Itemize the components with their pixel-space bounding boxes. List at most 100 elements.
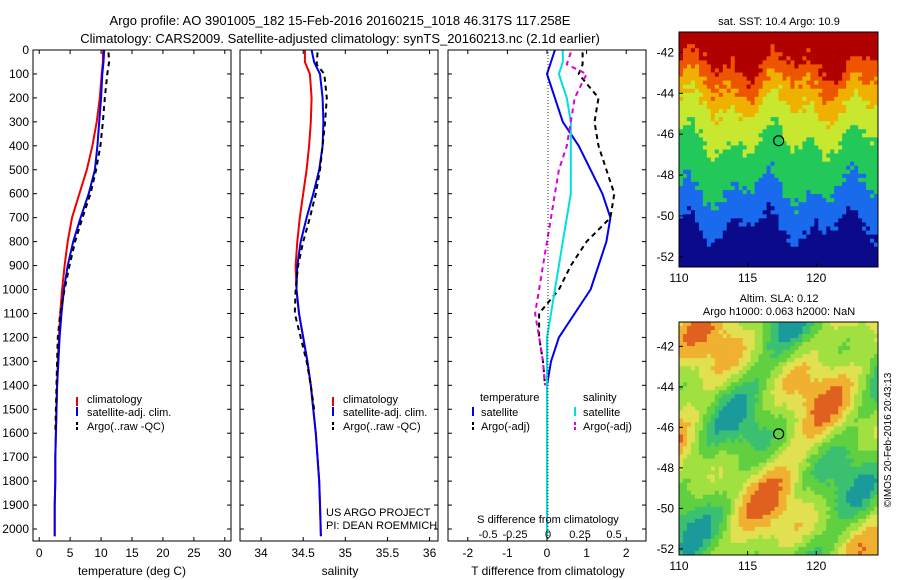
heatmap-cell [686,342,692,347]
heatmap-cell [762,153,767,158]
heatmap-cell [714,218,720,223]
y-tick-label: 700 [9,211,29,225]
heatmap-cell [866,254,871,260]
heatmap-cell [818,246,823,252]
heatmap-cell [734,104,740,110]
heatmap-cell [742,226,748,231]
heatmap-cell [694,121,700,126]
heatmap-cell [746,210,752,215]
heatmap-cell [802,250,807,256]
heatmap-cell [794,370,799,375]
heatmap-cell [762,32,767,37]
heatmap-cell [846,222,851,227]
heatmap-cell [874,181,879,187]
heatmap-cell [846,36,851,41]
heatmap-cell [794,434,799,439]
heatmap-cell [834,56,839,61]
heatmap-cell [706,418,712,423]
heatmap-cell [858,382,863,387]
heatmap-cell [718,322,724,327]
heatmap-cell [686,218,692,223]
heatmap-cell [846,80,851,86]
heatmap-cell [698,88,704,94]
heatmap-cell [802,108,807,114]
heatmap-cell [862,426,867,431]
heatmap-cell [750,100,756,106]
heatmap-cell [798,330,803,335]
heatmap-cell [722,258,728,264]
heatmap-cell [770,60,775,65]
heatmap-cell [754,326,759,331]
heatmap-cell [730,462,736,468]
heatmap-cell [826,161,831,167]
heatmap-cell [846,230,851,235]
heatmap-cell [798,210,803,215]
heatmap-cell [762,72,767,77]
heatmap-cell [810,177,815,183]
heatmap-cell [874,218,879,223]
heatmap-cell [686,450,692,455]
heatmap-cell [694,125,700,130]
heatmap-cell [850,121,855,126]
heatmap-cell [710,169,716,175]
heatmap-cell [686,242,692,248]
heatmap-cell [774,222,779,227]
heatmap-cell [710,36,716,41]
heatmap-cell [718,326,724,331]
heatmap-cell [846,254,851,260]
heatmap-cell [814,354,819,359]
heatmap-cell [726,466,732,472]
heatmap-cell [858,410,863,415]
heatmap-cell [862,100,867,106]
heatmap-cell [694,145,700,150]
heatmap-cell [814,374,819,379]
heatmap-cell [718,80,724,86]
heatmap-cell [846,406,851,411]
heatmap-cell [858,402,863,407]
heatmap-cell [682,262,688,268]
heatmap-cell [790,254,795,260]
heatmap-cell [798,181,803,187]
heatmap-cell [758,402,763,407]
heatmap-cell [778,125,783,130]
heatmap-cell [818,80,823,86]
heatmap-cell [766,56,771,61]
heatmap-cell [714,104,720,110]
y-tick-label: 1900 [2,498,29,512]
heatmap-cell [790,117,795,122]
heatmap-cell [802,242,807,248]
heatmap-cell [786,258,791,264]
heatmap-cell [874,406,879,411]
heatmap-cell [702,438,708,443]
heatmap-cell [742,68,748,73]
heatmap-cell [810,262,815,268]
heatmap-cell [834,442,839,447]
heatmap-cell [706,121,712,126]
heatmap-cell [754,104,759,110]
x-tick-label: 36 [423,546,437,560]
heatmap-cell [830,64,835,69]
heatmap-cell [802,462,807,468]
heatmap-cell [679,258,684,264]
heatmap-cell [782,370,787,375]
heatmap-cell [746,258,752,264]
heatmap-cell [810,358,815,363]
heatmap-cell [718,438,724,443]
heatmap-cell [706,32,712,37]
heatmap-cell [750,254,756,260]
heatmap-cell [842,374,847,379]
heatmap-cell [802,358,807,363]
heatmap-cell [694,238,700,244]
heatmap-cell [830,48,835,53]
heatmap-cell [682,165,688,171]
heatmap-cell [762,84,767,90]
heatmap-cell [782,185,787,191]
heatmap-cell [786,394,791,399]
heatmap-cell [790,104,795,110]
heatmap-cell [746,153,752,158]
heatmap-cell [838,80,843,86]
heatmap-cell [722,68,728,73]
heatmap-cell [818,454,823,459]
heatmap-cell [794,133,799,138]
heatmap-cell [710,72,716,77]
